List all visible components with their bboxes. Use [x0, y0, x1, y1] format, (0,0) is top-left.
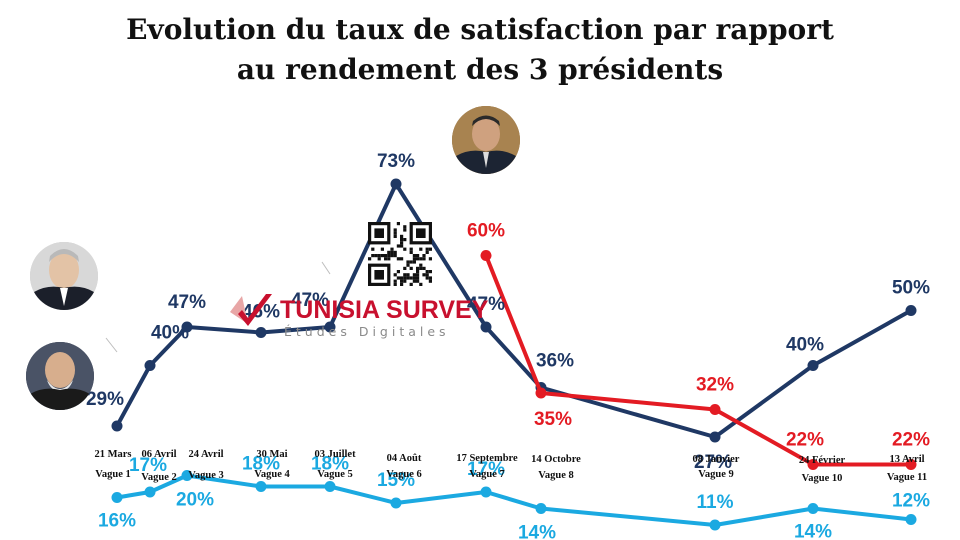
- data-point-cyan: [905, 514, 917, 525]
- data-point-navy: [144, 360, 156, 371]
- data-label-navy: 73%: [377, 151, 415, 172]
- data-label-navy: 27%: [694, 452, 732, 473]
- x-tick-date: 24 Avril: [188, 449, 223, 460]
- x-tick-date: 30 Mai: [256, 449, 287, 460]
- x-tick-date: 13 Avril: [889, 454, 924, 465]
- logo-name: TUNISIA SURVEY: [280, 296, 489, 324]
- x-tick-date: 14 Octobre: [531, 454, 581, 465]
- data-point-red: [905, 459, 917, 470]
- data-label-cyan: 15%: [377, 470, 415, 491]
- president-portrait: [30, 242, 98, 310]
- x-tick-date: 08 Janvier: [693, 454, 740, 465]
- data-label-navy: 36%: [536, 351, 574, 372]
- data-point-cyan: [111, 492, 123, 503]
- data-point-navy: [709, 431, 721, 443]
- data-label-cyan: 17%: [129, 455, 167, 476]
- data-point-navy: [390, 178, 402, 190]
- data-point-red: [709, 404, 721, 415]
- logo-check-mark: [238, 294, 272, 326]
- series-line-cyan: [116, 473, 912, 527]
- data-point-navy: [181, 321, 193, 333]
- data-label-red: 22%: [892, 430, 930, 451]
- x-tick-date: 24 Février: [799, 455, 846, 466]
- data-point-cyan: [390, 497, 402, 509]
- x-tick-wave: Vague 7: [469, 469, 505, 480]
- x-tick-date: 17 Septembre: [456, 453, 518, 464]
- chart-title-block: Evolution du taux de satisfaction par ra…: [0, 10, 960, 90]
- x-tick-date: 06 Avril: [141, 449, 176, 460]
- leader-line: [105, 337, 118, 353]
- x-axis-ticks: 21 Mars Vague 1 06 Avril Vague 2 24 Avril Vag…: [94, 449, 927, 484]
- data-point-navy: [255, 327, 267, 338]
- data-label-cyan: 14%: [794, 522, 832, 540]
- logo-tagline: Études Digitales: [284, 324, 450, 339]
- data-point-navy: [480, 321, 492, 333]
- data-label-cyan: 12%: [892, 491, 930, 512]
- x-tick-wave: Vague 8: [538, 470, 574, 481]
- data-label-cyan: 17%: [467, 459, 505, 480]
- data-point-cyan: [255, 481, 267, 492]
- tunisia-survey-logo: TUNISIA SURVEY Études Digitales: [230, 294, 489, 339]
- data-label-navy: 29%: [86, 389, 124, 410]
- leader-line: [321, 261, 331, 275]
- data-label-cyan: 11%: [697, 492, 734, 513]
- data-label-cyan: 14%: [518, 523, 556, 540]
- data-point-cyan: [535, 503, 547, 514]
- data-label-navy: 40%: [786, 335, 824, 356]
- x-tick-wave: Vague 6: [386, 469, 422, 480]
- x-tick-date: 04 Août: [387, 453, 422, 464]
- data-point-red: [535, 387, 547, 399]
- x-tick-wave: Vague 2: [141, 472, 177, 483]
- data-label-cyan: 20%: [176, 490, 214, 511]
- x-tick-wave: Vague 11: [887, 472, 927, 483]
- data-label-navy: 47%: [467, 294, 505, 315]
- series-layer: [105, 178, 917, 531]
- x-tick-wave: Vague 4: [254, 469, 290, 480]
- data-label-red: 22%: [786, 430, 824, 451]
- data-point-cyan: [181, 470, 193, 481]
- x-tick-wave: Vague 3: [188, 470, 224, 481]
- data-label-red: 60%: [467, 221, 505, 242]
- data-point-navy: [111, 420, 123, 432]
- x-tick-wave: Vague 10: [802, 473, 843, 484]
- data-point-navy: [905, 305, 917, 316]
- data-point-cyan: [480, 486, 492, 498]
- parliament-speaker-portrait: [26, 342, 94, 410]
- chart-subtitle: au rendement des 3 présidents: [236, 53, 724, 86]
- x-tick-date: 03 Juillet: [314, 449, 356, 460]
- x-tick-date: 21 Mars: [94, 449, 131, 460]
- x-tick-wave: Vague 9: [698, 469, 734, 480]
- data-label-navy: 47%: [291, 290, 329, 311]
- data-label-cyan: 16%: [98, 511, 136, 532]
- data-label-red: 32%: [696, 375, 734, 396]
- data-point-cyan: [709, 519, 721, 531]
- data-label-navy: 50%: [892, 278, 930, 299]
- data-label-navy: 40%: [151, 323, 189, 344]
- data-point-cyan: [144, 486, 156, 498]
- data-label-navy: 47%: [168, 292, 206, 313]
- data-point-red: [807, 459, 819, 470]
- data-label-cyan: 18%: [242, 454, 280, 475]
- chart-title: Evolution du taux de satisfaction par ra…: [126, 13, 834, 46]
- data-point-navy: [807, 360, 819, 371]
- data-labels-layer: 29%40%47% 46%47%73%47%36%27%40%50%60%35%3…: [86, 151, 930, 540]
- data-point-red: [480, 250, 492, 261]
- data-point-cyan: [807, 503, 819, 514]
- data-label-red: 35%: [534, 409, 572, 430]
- x-tick-wave: Vague 1: [95, 469, 131, 480]
- head-of-government-portrait: [452, 106, 520, 174]
- qr-code-icon: [368, 222, 432, 286]
- data-point-navy: [324, 321, 336, 333]
- data-label-cyan: 18%: [311, 454, 349, 475]
- data-point-cyan: [324, 481, 336, 492]
- x-tick-wave: Vague 5: [317, 469, 353, 480]
